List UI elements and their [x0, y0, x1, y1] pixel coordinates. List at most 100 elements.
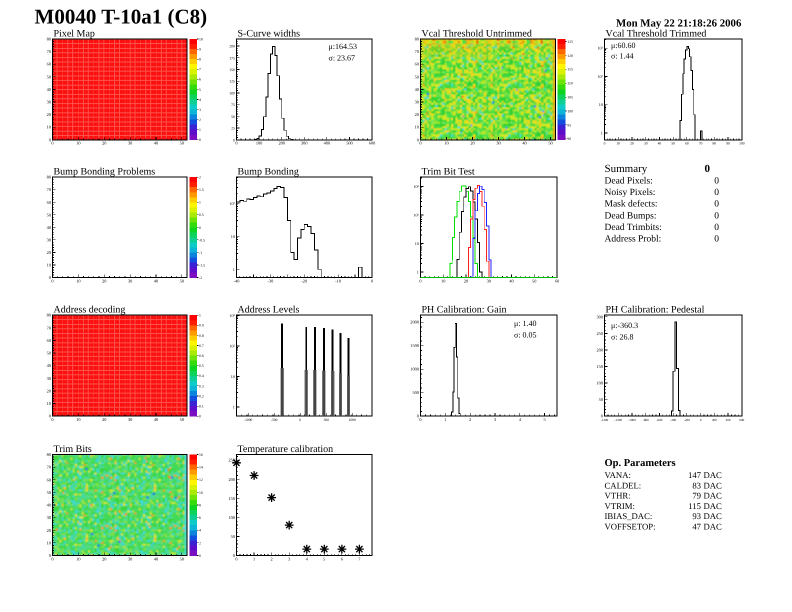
svg-text:60: 60 [47, 62, 51, 67]
svg-text:-30: -30 [268, 278, 274, 283]
svg-text:125: 125 [567, 40, 573, 44]
svg-text:90: 90 [726, 142, 730, 146]
svg-text:-1.5: -1.5 [199, 263, 205, 267]
svg-text:10: 10 [415, 241, 419, 246]
svg-text:0: 0 [714, 223, 719, 233]
svg-text:0: 0 [705, 163, 711, 175]
svg-text:100: 100 [567, 109, 573, 113]
svg-text:10: 10 [47, 262, 51, 267]
svg-text:0: 0 [235, 141, 237, 146]
svg-text:10²: 10² [597, 74, 603, 79]
svg-text:4: 4 [519, 417, 522, 422]
svg-text:μ: 1.40: μ: 1.40 [514, 319, 537, 328]
svg-text:30: 30 [415, 100, 419, 105]
svg-text:Bump Bonding Problems: Bump Bonding Problems [54, 167, 156, 178]
svg-text:1: 1 [199, 314, 201, 318]
svg-text:μ:-360.3: μ:-360.3 [611, 321, 638, 330]
svg-text:4: 4 [306, 556, 309, 561]
svg-text:80: 80 [47, 313, 51, 318]
svg-text:0: 0 [199, 415, 201, 419]
svg-text:σ: 0.05: σ: 0.05 [514, 331, 537, 340]
svg-text:70: 70 [47, 187, 51, 192]
svg-text:40: 40 [522, 141, 526, 146]
svg-text:3: 3 [199, 108, 201, 112]
svg-text:9: 9 [199, 47, 201, 51]
svg-text:μ:164.53: μ:164.53 [329, 42, 358, 51]
svg-text:60: 60 [47, 200, 51, 205]
svg-text:-200: -200 [684, 418, 690, 422]
svg-text:100: 100 [739, 142, 745, 146]
svg-text:-0.5: -0.5 [199, 238, 205, 242]
svg-text:DAC: DAC [704, 470, 723, 480]
svg-text:500: 500 [324, 418, 330, 422]
svg-text:50: 50 [47, 212, 51, 217]
svg-text:10: 10 [231, 374, 235, 379]
svg-text:VTRIM:: VTRIM: [605, 501, 635, 511]
svg-text:50: 50 [415, 74, 419, 79]
svg-text:-600: -600 [656, 418, 662, 422]
svg-text:0: 0 [714, 176, 719, 186]
svg-text:600: 600 [369, 141, 375, 146]
svg-text:M0040 T-10a1 (C8): M0040 T-10a1 (C8) [35, 5, 208, 29]
svg-text:-2: -2 [199, 276, 202, 280]
svg-text:Dead Trimbits:: Dead Trimbits: [605, 223, 662, 233]
svg-text:100: 100 [229, 91, 235, 95]
svg-text:2: 2 [469, 417, 471, 422]
svg-text:20: 20 [102, 417, 106, 422]
svg-text:DAC: DAC [704, 480, 723, 490]
svg-text:10: 10 [415, 125, 419, 130]
svg-text:10: 10 [76, 417, 80, 422]
svg-text:0: 0 [417, 414, 419, 419]
svg-text:20: 20 [102, 556, 106, 561]
svg-text:80: 80 [415, 37, 419, 42]
svg-text:80: 80 [47, 175, 51, 180]
svg-text:1.5: 1.5 [199, 188, 204, 192]
svg-text:175: 175 [229, 56, 235, 60]
svg-text:50: 50 [180, 141, 184, 146]
svg-text:10: 10 [441, 278, 445, 283]
svg-text:6: 6 [199, 78, 201, 82]
svg-text:0: 0 [417, 137, 419, 142]
svg-text:0: 0 [233, 138, 235, 142]
svg-text:-1000: -1000 [628, 418, 636, 422]
svg-text:20: 20 [47, 250, 51, 255]
svg-text:1: 1 [253, 556, 255, 561]
svg-text:200: 200 [228, 477, 234, 482]
svg-text:60: 60 [555, 278, 559, 283]
svg-text:14: 14 [199, 466, 203, 470]
svg-text:105: 105 [567, 96, 573, 100]
svg-text:μ:60.60: μ:60.60 [611, 41, 636, 50]
svg-text:1: 1 [199, 201, 201, 205]
svg-text:0.1: 0.1 [199, 405, 204, 409]
svg-text:Trim Bits: Trim Bits [54, 444, 92, 455]
svg-text:50: 50 [47, 74, 51, 79]
svg-text:30: 30 [47, 376, 51, 381]
svg-text:1: 1 [233, 267, 235, 272]
svg-text:100: 100 [596, 381, 602, 386]
svg-text:1000: 1000 [410, 367, 419, 372]
svg-text:Op. Parameters: Op. Parameters [605, 458, 676, 469]
svg-text:79: 79 [692, 491, 701, 501]
svg-text:115: 115 [567, 68, 573, 72]
svg-text:0: 0 [199, 226, 201, 230]
svg-text:σ: 23.67: σ: 23.67 [329, 54, 356, 63]
svg-text:83: 83 [692, 480, 701, 490]
svg-text:Vcal Threshold Trimmed: Vcal Threshold Trimmed [606, 29, 707, 40]
svg-text:40: 40 [47, 363, 51, 368]
svg-text:-1000: -1000 [244, 418, 253, 422]
svg-text:VOFFSETOP:: VOFFSETOP: [605, 522, 656, 532]
svg-text:2000: 2000 [410, 320, 419, 325]
svg-text:-400: -400 [670, 418, 676, 422]
svg-text:40: 40 [154, 278, 158, 283]
svg-text:50: 50 [180, 417, 184, 422]
svg-text:10: 10 [47, 401, 51, 406]
svg-text:20: 20 [47, 112, 51, 117]
svg-text:50: 50 [180, 278, 184, 283]
svg-text:25: 25 [231, 127, 235, 131]
svg-text:150: 150 [229, 68, 235, 72]
svg-text:2: 2 [199, 176, 201, 180]
svg-text:-500: -500 [271, 418, 278, 422]
svg-text:300: 300 [596, 314, 602, 319]
svg-text:0: 0 [419, 141, 421, 146]
svg-text:0: 0 [299, 418, 301, 422]
